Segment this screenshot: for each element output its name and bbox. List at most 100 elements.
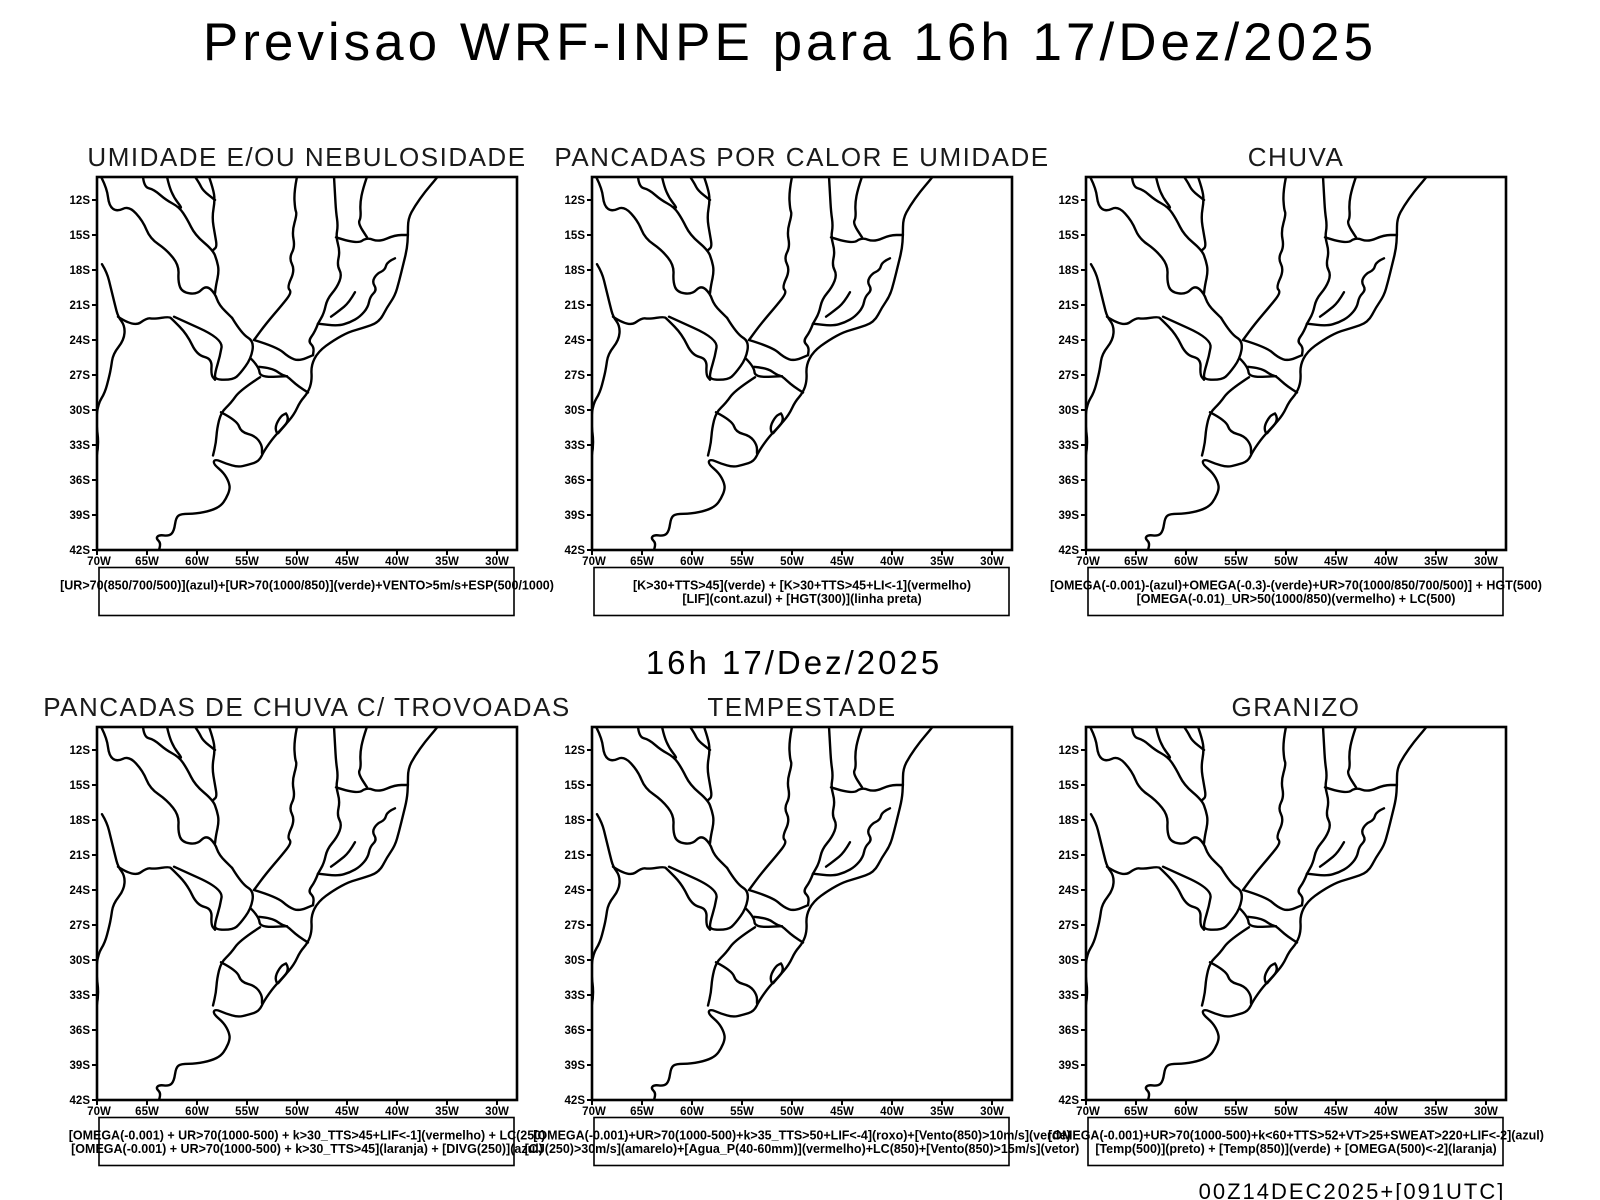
svg-text:35W: 35W (435, 556, 459, 568)
svg-text:35W: 35W (930, 1106, 954, 1118)
svg-text:70W: 70W (582, 556, 606, 568)
svg-text:70W: 70W (87, 556, 111, 568)
svg-text:[OMEGA(-0.001)+UR>70(1000-500): [OMEGA(-0.001)+UR>70(1000-500)+k>35_TTS>… (533, 1129, 1070, 1143)
svg-text:12S: 12S (565, 745, 586, 757)
svg-text:15S: 15S (70, 780, 91, 792)
svg-text:18S: 18S (1059, 815, 1080, 827)
svg-text:36S: 36S (1059, 1025, 1080, 1037)
svg-text:55W: 55W (1224, 556, 1248, 568)
svg-text:24S: 24S (565, 885, 586, 897)
svg-text:70W: 70W (582, 1106, 606, 1118)
svg-text:65W: 65W (630, 1106, 654, 1118)
svg-text:12S: 12S (565, 195, 586, 207)
svg-text:42S: 42S (565, 545, 586, 557)
svg-text:36S: 36S (70, 475, 91, 487)
svg-text:55W: 55W (730, 1106, 754, 1118)
svg-text:45W: 45W (1324, 1106, 1348, 1118)
svg-text:24S: 24S (1059, 885, 1080, 897)
svg-text:35W: 35W (930, 556, 954, 568)
svg-text:UMIDADE E/OU NEBULOSIDADE: UMIDADE E/OU NEBULOSIDADE (87, 142, 526, 172)
svg-text:[K>30+TTS>45](verde) + [K>30: [K>30+TTS>45](verde) + [K>30+TTS>45+LI<-… (633, 579, 971, 593)
svg-text:[OMEGA(-0.001) + UR>70(1000-50: [OMEGA(-0.001) + UR>70(1000-500) + k>30_… (69, 1129, 546, 1143)
svg-text:24S: 24S (70, 335, 91, 347)
svg-text:GRANIZO: GRANIZO (1232, 692, 1361, 722)
svg-text:60W: 60W (185, 556, 209, 568)
svg-text:30W: 30W (980, 556, 1004, 568)
svg-text:15S: 15S (565, 230, 586, 242)
svg-text:40W: 40W (1374, 1106, 1398, 1118)
svg-text:45W: 45W (830, 556, 854, 568)
svg-text:40W: 40W (880, 1106, 904, 1118)
svg-text:PANCADAS DE CHUVA C/ TROVOADAS: PANCADAS DE CHUVA C/ TROVOADAS (43, 692, 571, 722)
svg-text:45W: 45W (335, 556, 359, 568)
svg-text:55W: 55W (1224, 1106, 1248, 1118)
svg-text:21S: 21S (565, 850, 586, 862)
svg-text:12S: 12S (1059, 745, 1080, 757)
svg-text:[OMEGA(-0.001)-(azul)+OMEGA(-0: [OMEGA(-0.001)-(azul)+OMEGA(-0.3)-(verde… (1050, 579, 1542, 593)
svg-text:39S: 39S (1059, 510, 1080, 522)
svg-text:60W: 60W (680, 556, 704, 568)
svg-text:42S: 42S (70, 545, 91, 557)
svg-text:30S: 30S (1059, 955, 1080, 967)
svg-text:18S: 18S (565, 265, 586, 277)
svg-text:60W: 60W (1174, 556, 1198, 568)
svg-text:Previsao WRF-INPE para 16h 17: Previsao WRF-INPE para 16h 17/Dez/2025 (203, 13, 1377, 72)
svg-text:45W: 45W (335, 1106, 359, 1118)
svg-text:27S: 27S (565, 920, 586, 932)
svg-text:33S: 33S (1059, 440, 1080, 452)
svg-text:00Z14DEC2025+[091UTC]: 00Z14DEC2025+[091UTC] (1199, 1179, 1506, 1200)
svg-text:55W: 55W (730, 556, 754, 568)
svg-text:50W: 50W (780, 556, 804, 568)
svg-text:30W: 30W (485, 556, 509, 568)
svg-text:39S: 39S (70, 1060, 91, 1072)
svg-text:50W: 50W (285, 556, 309, 568)
svg-text:18S: 18S (70, 265, 91, 277)
svg-text:12S: 12S (1059, 195, 1080, 207)
svg-text:30S: 30S (70, 955, 91, 967)
svg-text:60W: 60W (1174, 1106, 1198, 1118)
svg-text:39S: 39S (565, 1060, 586, 1072)
svg-text:PANCADAS POR CALOR E UMIDADE: PANCADAS POR CALOR E UMIDADE (554, 142, 1049, 172)
svg-text:50W: 50W (1274, 556, 1298, 568)
svg-text:50W: 50W (285, 1106, 309, 1118)
svg-text:60W: 60W (680, 1106, 704, 1118)
svg-text:[Temp(500)](preto) + [Temp(850: [Temp(500)](preto) + [Temp(850)](verde) … (1095, 1142, 1496, 1156)
svg-text:40W: 40W (385, 1106, 409, 1118)
svg-text:55W: 55W (235, 556, 259, 568)
svg-text:40W: 40W (880, 556, 904, 568)
svg-text:45W: 45W (1324, 556, 1348, 568)
svg-text:50W: 50W (780, 1106, 804, 1118)
svg-text:15S: 15S (565, 780, 586, 792)
svg-text:33S: 33S (1059, 990, 1080, 1002)
svg-text:36S: 36S (70, 1025, 91, 1037)
svg-text:24S: 24S (1059, 335, 1080, 347)
svg-text:42S: 42S (1059, 545, 1080, 557)
svg-text:15S: 15S (70, 230, 91, 242)
svg-text:30S: 30S (70, 405, 91, 417)
svg-text:[OMEGA(-0.01)_UR>50(1000/850)(: [OMEGA(-0.01)_UR>50(1000/850)(vermelho) … (1137, 592, 1456, 606)
svg-text:21S: 21S (70, 850, 91, 862)
svg-text:27S: 27S (1059, 920, 1080, 932)
svg-text:60W: 60W (185, 1106, 209, 1118)
svg-text:24S: 24S (70, 885, 91, 897)
svg-text:42S: 42S (565, 1095, 586, 1107)
svg-text:[OMEGA(-0.001) + UR>70(1000-50: [OMEGA(-0.001) + UR>70(1000-500) + k>30_… (71, 1142, 543, 1156)
svg-text:40W: 40W (385, 556, 409, 568)
svg-text:27S: 27S (565, 370, 586, 382)
svg-text:39S: 39S (70, 510, 91, 522)
svg-text:35W: 35W (435, 1106, 459, 1118)
svg-text:15S: 15S (1059, 780, 1080, 792)
svg-text:33S: 33S (565, 990, 586, 1002)
svg-text:12S: 12S (70, 195, 91, 207)
svg-text:33S: 33S (565, 440, 586, 452)
svg-text:42S: 42S (1059, 1095, 1080, 1107)
svg-text:65W: 65W (1124, 1106, 1148, 1118)
svg-text:27S: 27S (1059, 370, 1080, 382)
svg-text:18S: 18S (70, 815, 91, 827)
svg-text:33S: 33S (70, 990, 91, 1002)
svg-text:24S: 24S (565, 335, 586, 347)
svg-text:CHUVA: CHUVA (1248, 142, 1345, 172)
svg-text:21S: 21S (565, 300, 586, 312)
svg-text:65W: 65W (135, 1106, 159, 1118)
svg-text:18S: 18S (565, 815, 586, 827)
